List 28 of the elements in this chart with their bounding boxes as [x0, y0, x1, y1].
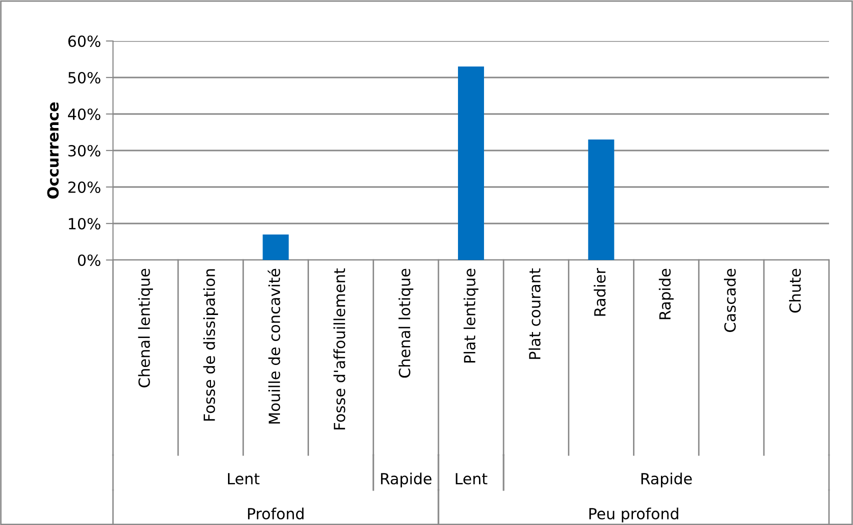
- x-tick-label: Chenal lentique: [138, 268, 153, 388]
- y-tick-label: 20%: [68, 181, 100, 194]
- x-tick-label: Plat courant: [528, 268, 541, 359]
- y-tick-label: 30%: [68, 144, 100, 157]
- bar: [458, 66, 484, 260]
- y-tick-label: 10%: [68, 218, 100, 230]
- text: Rapide: [381, 472, 432, 488]
- x-tick-label: Mouille de concavité: [268, 268, 280, 424]
- y-tick-label: 60%: [68, 35, 100, 48]
- x-tick-label: Radier: [594, 268, 606, 316]
- x-tick-label: Fosse d'affouillement: [333, 268, 346, 430]
- text: Lent: [456, 473, 488, 484]
- x-tick-label: Chenal lotique: [398, 268, 414, 378]
- text: Profond: [248, 508, 304, 520]
- y-tick-label: 40%: [68, 108, 100, 120]
- x-tick-label: Cascade: [724, 268, 736, 332]
- bar: [262, 234, 289, 260]
- x-tick-label: Plat lentique: [464, 268, 478, 363]
- x-tick-label: Fosse de dissipation: [203, 269, 218, 421]
- bar: [588, 140, 614, 260]
- x-tick-label: Rapide: [658, 268, 674, 320]
- text: Peu profond: [589, 508, 678, 522]
- text: Lent: [228, 473, 260, 484]
- text: Rapide: [641, 472, 692, 488]
- y-tick-label: 0%: [78, 254, 100, 266]
- y-tick-label: 50%: [68, 72, 100, 84]
- x-tick-label: Chute: [789, 268, 801, 313]
- y-axis-title: Occurrence: [47, 102, 59, 199]
